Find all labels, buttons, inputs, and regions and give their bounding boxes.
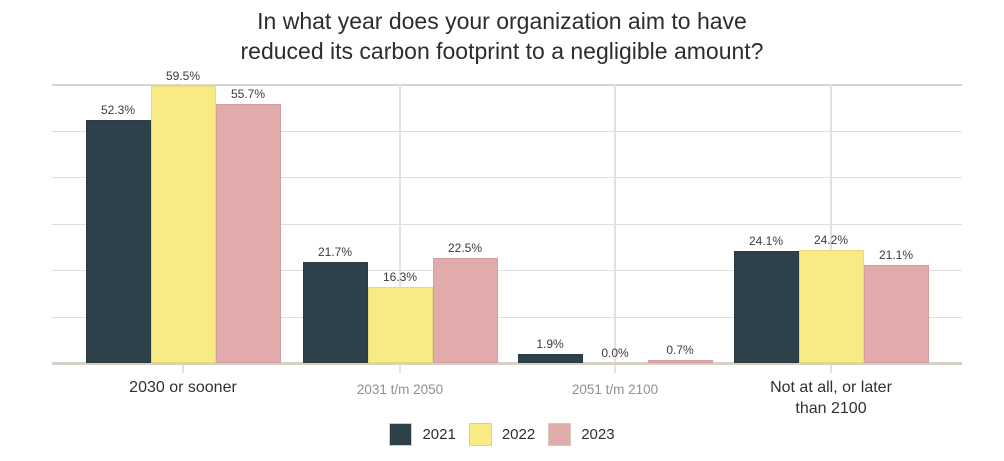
bar-group-2: 21.7% 16.3% 22.5%: [302, 84, 498, 363]
gridline-vertical: [614, 84, 616, 373]
bar-value-label: 0.7%: [666, 342, 694, 357]
x-axis-line: [52, 362, 962, 365]
bar-value-label: 24.2%: [813, 233, 849, 248]
legend-swatch-2022: [468, 423, 492, 446]
legend-swatch-2023: [548, 423, 572, 446]
bar-value-label: 21.7%: [317, 245, 353, 260]
legend-item-2022: 2022: [468, 423, 536, 446]
x-axis-label-1: 2030 or sooner: [129, 379, 237, 396]
bar-2023-category-4: [863, 264, 929, 363]
bar-value-label: 0.0%: [601, 346, 629, 360]
gridline-vertical: [830, 84, 832, 373]
legend: 2021 2022 2023: [0, 423, 1004, 446]
bar-value-label: 52.3%: [100, 102, 136, 117]
gridline-vertical: [399, 84, 401, 373]
x-axis-label-3: 2051 t/m 2100: [571, 382, 659, 397]
bar-value-label: 59.5%: [165, 69, 201, 84]
legend-swatch-2021: [389, 423, 413, 446]
bar-group-1: 52.3% 59.5% 55.7%: [85, 69, 281, 363]
x-axis-labels: 2030 or sooner 2031 t/m 2050 2051 t/m 2100…: [0, 377, 1004, 423]
bar-value-label: 55.7%: [230, 87, 266, 101]
x-axis-label-4: Not at all, or later than 2100: [770, 379, 892, 417]
gridline-horizontal: [52, 84, 962, 86]
bar-2021-category-2: [302, 262, 368, 363]
bar-2022-category-4: [798, 250, 864, 363]
bar-value-label: 24.1%: [748, 233, 784, 248]
gridline-horizontal: [52, 177, 962, 178]
bar-group-3: 1.9% 0.0% 0.7%: [517, 84, 713, 363]
x-axis-label-2: 2031 t/m 2050: [356, 382, 444, 397]
chart-title-line-2: reduced its carbon footprint to a neglig…: [240, 38, 764, 64]
bar-2023-category-2: [432, 258, 498, 363]
legend-label-2022: 2022: [501, 426, 536, 443]
gridline-horizontal: [52, 316, 962, 318]
legend-item-2021: 2021: [389, 423, 456, 446]
bar-value-label: 1.9%: [536, 337, 564, 352]
chart-title-line-1: In what year does your organization aim …: [257, 8, 747, 34]
legend-item-2023: 2023: [548, 423, 615, 446]
legend-label-2023: 2023: [581, 426, 615, 443]
legend-label-2021: 2021: [422, 426, 456, 443]
bar-2022-category-1: [150, 86, 216, 363]
bar-2021-category-3: [517, 354, 583, 363]
bar-2023-category-1: [215, 104, 281, 363]
bar-group-4: 24.1% 24.2% 21.1%: [733, 84, 929, 363]
plot-area: 52.3% 59.5% 55.7% 21.7% 16.3% 22.5% 1.9% 0.0% 0.…: [52, 69, 962, 373]
bar-value-label: 21.1%: [878, 247, 914, 262]
chart-title: In what year does your organization aim …: [0, 6, 1004, 66]
bar-2022-category-2: [367, 287, 433, 363]
bar-value-label: 16.3%: [382, 270, 418, 285]
bar-2021-category-4: [733, 250, 799, 363]
bar-2023-category-3: [647, 359, 713, 363]
gridline-horizontal: [52, 270, 962, 271]
bar-2021-category-1: [85, 119, 151, 363]
gridline-horizontal: [52, 223, 962, 225]
bar-value-label: 22.5%: [447, 241, 483, 256]
gridline-horizontal: [52, 130, 962, 132]
